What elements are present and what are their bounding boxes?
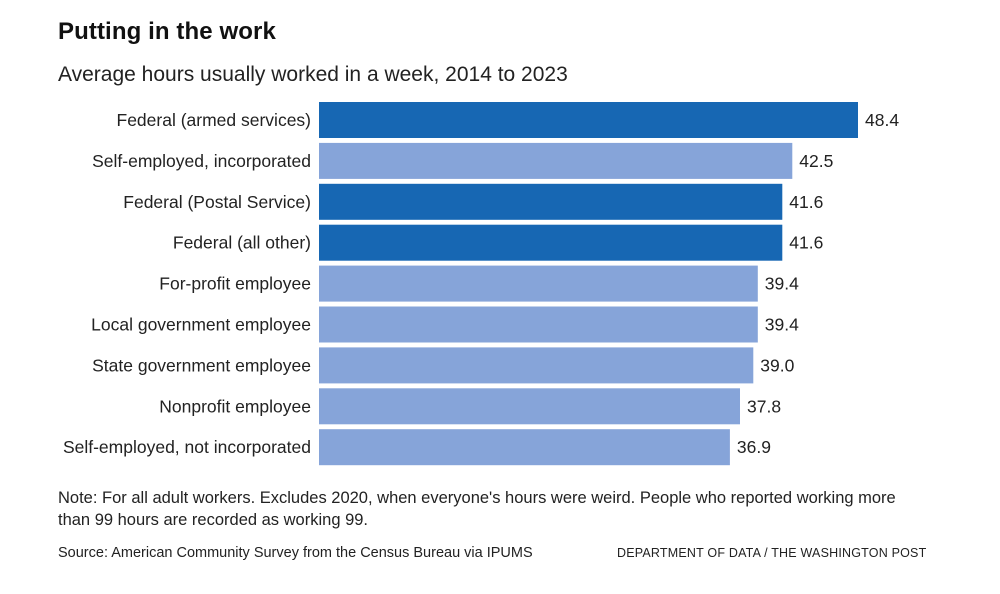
chart-subtitle: Average hours usually worked in a week, … bbox=[58, 63, 568, 86]
category-label: Local government employee bbox=[91, 315, 311, 335]
bar bbox=[319, 429, 730, 466]
category-label: Federal (Postal Service) bbox=[123, 192, 311, 212]
category-label: Self-employed, not incorporated bbox=[63, 437, 311, 457]
chart-source: Source: American Community Survey from t… bbox=[58, 545, 533, 561]
bar bbox=[319, 102, 858, 138]
value-label: 41.6 bbox=[789, 233, 823, 253]
value-label: 41.6 bbox=[789, 192, 823, 212]
value-label: 39.4 bbox=[765, 315, 799, 335]
value-label: 48.4 bbox=[865, 110, 899, 130]
bar bbox=[319, 306, 758, 343]
bar-chart: Federal (armed services) 48.4 Self-employe… bbox=[63, 102, 899, 466]
value-label: 39.0 bbox=[760, 355, 794, 375]
value-label: 36.9 bbox=[737, 437, 771, 457]
category-label: State government employee bbox=[92, 355, 311, 375]
chart-credit: DEPARTMENT OF DATA / THE WASHINGTON POST bbox=[617, 546, 927, 560]
value-label: 37.8 bbox=[747, 396, 781, 416]
category-label: Nonprofit employee bbox=[159, 396, 311, 416]
category-label: Federal (armed services) bbox=[117, 110, 312, 130]
value-label: 39.4 bbox=[765, 274, 799, 294]
bar bbox=[319, 183, 783, 220]
category-label: Federal (all other) bbox=[173, 233, 311, 253]
category-label: Self-employed, incorporated bbox=[92, 151, 311, 171]
bar bbox=[319, 388, 740, 425]
category-label: For-profit employee bbox=[159, 274, 311, 294]
bar bbox=[319, 224, 783, 261]
chart-title: Putting in the work bbox=[58, 18, 276, 45]
bar bbox=[319, 265, 758, 302]
chart-note: Note: For all adult workers. Excludes 20… bbox=[58, 489, 896, 529]
bar bbox=[319, 347, 754, 384]
value-label: 42.5 bbox=[799, 151, 833, 171]
bar bbox=[319, 142, 793, 179]
